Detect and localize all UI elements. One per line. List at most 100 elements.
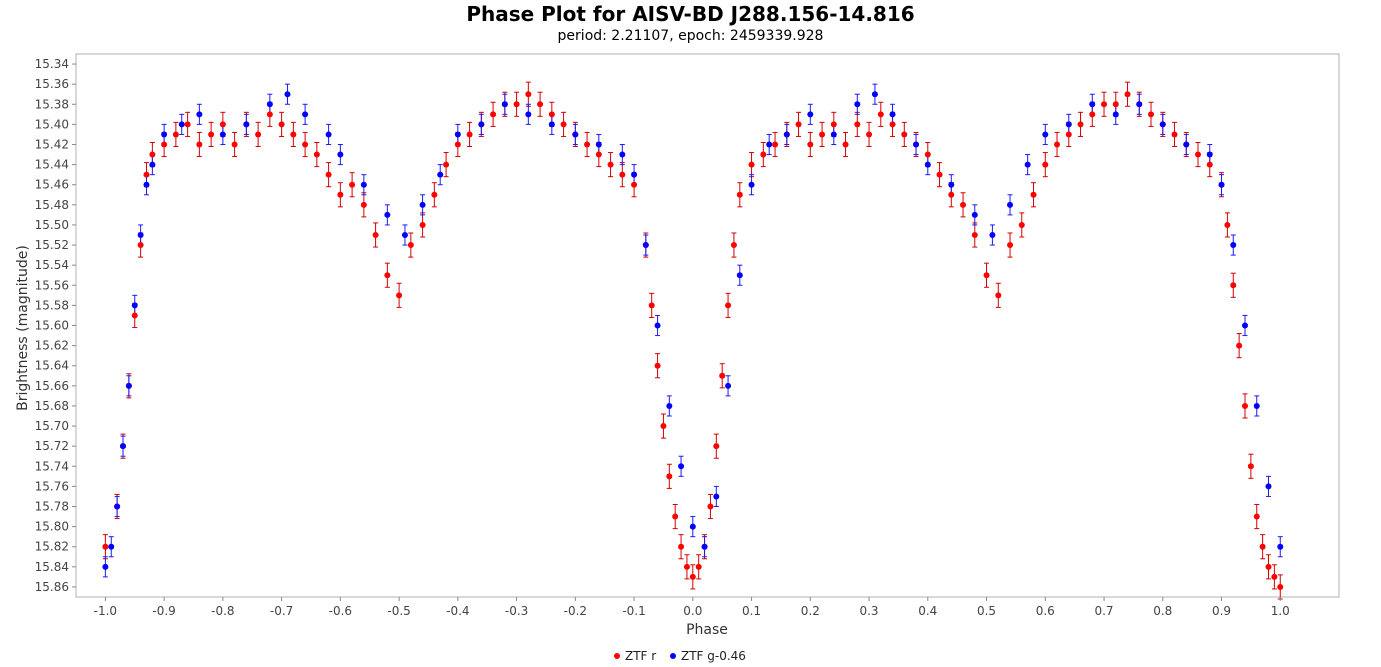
- x-tick-label: -0.2: [564, 604, 587, 618]
- data-point-ztf-r: [660, 423, 667, 430]
- x-tick-label: -0.1: [622, 604, 645, 618]
- data-point-ztf-r: [1042, 161, 1049, 168]
- y-tick-label: 15.50: [35, 218, 69, 232]
- data-point-ztf-g: [137, 232, 144, 238]
- y-tick-label: 15.84: [35, 560, 69, 574]
- data-point-ztf-r: [736, 191, 743, 198]
- data-point-ztf-r: [948, 191, 955, 198]
- data-point-ztf-g: [666, 402, 673, 409]
- data-point-ztf-r: [454, 141, 461, 148]
- y-tick-label: 15.86: [35, 580, 69, 594]
- x-axis-title: Phase: [686, 622, 728, 638]
- y-tick-label: 15.60: [35, 319, 69, 333]
- data-point-ztf-r: [866, 131, 873, 138]
- data-point-ztf-g: [501, 101, 508, 108]
- data-point-ztf-g: [284, 91, 291, 98]
- data-point-ztf-r: [672, 513, 679, 520]
- data-point-ztf-r: [842, 141, 849, 148]
- data-point-ztf-r: [760, 151, 767, 158]
- data-point-ztf-r: [102, 543, 109, 550]
- x-tick-label: -0.9: [152, 604, 175, 618]
- data-point-ztf-g: [196, 111, 203, 118]
- data-point-ztf-g: [631, 171, 638, 178]
- y-tick-label: 15.64: [35, 359, 69, 373]
- data-point-ztf-g: [119, 443, 126, 450]
- x-tick-label: 0.8: [1153, 604, 1172, 618]
- legend-marker-ztf-g: [670, 653, 676, 659]
- x-tick-label: -0.3: [505, 604, 528, 618]
- x-tick-label: 0.0: [683, 604, 702, 618]
- data-point-ztf-r: [772, 141, 779, 148]
- plot-area: [75, 53, 1340, 598]
- data-point-ztf-r: [443, 161, 450, 168]
- x-tick-label: 0.6: [1036, 604, 1055, 618]
- data-point-ztf-g: [1277, 543, 1284, 550]
- data-point-ztf-r: [278, 121, 285, 128]
- data-point-ztf-r: [1018, 221, 1025, 228]
- data-point-ztf-g: [1024, 161, 1031, 168]
- data-point-ztf-r: [325, 171, 332, 178]
- data-point-ztf-g: [642, 242, 649, 249]
- data-point-ztf-r: [396, 292, 403, 299]
- data-point-ztf-g: [1230, 242, 1237, 249]
- data-point-ztf-g: [572, 131, 579, 138]
- data-point-ztf-g: [701, 543, 708, 550]
- data-point-ztf-r: [196, 141, 203, 148]
- data-point-ztf-r: [1065, 131, 1072, 138]
- data-point-ztf-r: [231, 141, 238, 148]
- data-point-ztf-r: [1259, 543, 1266, 550]
- data-point-ztf-r: [149, 151, 156, 158]
- x-tick-label: 0.5: [977, 604, 996, 618]
- data-point-ztf-g: [913, 141, 920, 148]
- x-tick-label: 1.0: [1271, 604, 1290, 618]
- data-point-ztf-g: [401, 232, 408, 238]
- y-tick-label: 15.78: [35, 500, 69, 514]
- data-point-ztf-g: [889, 111, 896, 118]
- data-point-ztf-r: [983, 272, 990, 279]
- data-point-ztf-r: [360, 201, 367, 208]
- data-point-ztf-r: [877, 111, 884, 118]
- data-point-ztf-g: [1159, 121, 1166, 128]
- data-point-ztf-r: [924, 151, 931, 158]
- data-point-ztf-r: [854, 121, 861, 128]
- data-point-ztf-r: [936, 171, 943, 178]
- data-point-ztf-g: [161, 131, 168, 138]
- data-point-ztf-r: [1148, 111, 1155, 118]
- data-point-ztf-r: [431, 191, 438, 198]
- data-point-ztf-g: [783, 131, 790, 138]
- data-point-ztf-r: [137, 242, 144, 249]
- x-tick-label: 0.9: [1212, 604, 1231, 618]
- data-point-ztf-r: [1124, 91, 1131, 98]
- data-point-ztf-g: [1112, 111, 1119, 118]
- data-point-ztf-r: [995, 292, 1002, 299]
- data-point-ztf-g: [219, 131, 226, 138]
- y-tick-label: 15.58: [35, 298, 69, 312]
- data-point-ztf-g: [360, 181, 367, 188]
- data-point-ztf-g: [266, 101, 273, 108]
- data-point-ztf-r: [266, 111, 273, 118]
- x-tick-label: 0.1: [742, 604, 761, 618]
- data-point-ztf-r: [971, 232, 978, 238]
- y-tick-label: 15.34: [35, 57, 69, 71]
- data-point-ztf-g: [830, 131, 837, 138]
- legend-label-ztf-g: ZTF g-0.46: [681, 649, 746, 663]
- data-point-ztf-g: [713, 493, 720, 500]
- y-tick-label: 15.48: [35, 198, 69, 212]
- data-point-ztf-r: [184, 121, 191, 128]
- data-point-ztf-r: [560, 121, 567, 128]
- data-point-ztf-g: [1136, 101, 1143, 108]
- data-point-ztf-g: [736, 272, 743, 279]
- data-point-ztf-r: [607, 161, 614, 168]
- data-point-ztf-r: [1171, 131, 1178, 138]
- y-tick-label: 15.76: [35, 479, 69, 493]
- data-point-ztf-r: [548, 111, 555, 118]
- data-point-ztf-r: [1271, 573, 1278, 580]
- data-point-ztf-r: [1265, 563, 1272, 570]
- data-point-ztf-g: [924, 161, 931, 168]
- data-point-ztf-r: [960, 201, 967, 208]
- chart-subtitle: period: 2.21107, epoch: 2459339.928: [557, 28, 824, 44]
- data-point-ztf-g: [595, 141, 602, 148]
- data-point-ztf-r: [807, 141, 814, 148]
- data-point-ztf-g: [989, 232, 996, 238]
